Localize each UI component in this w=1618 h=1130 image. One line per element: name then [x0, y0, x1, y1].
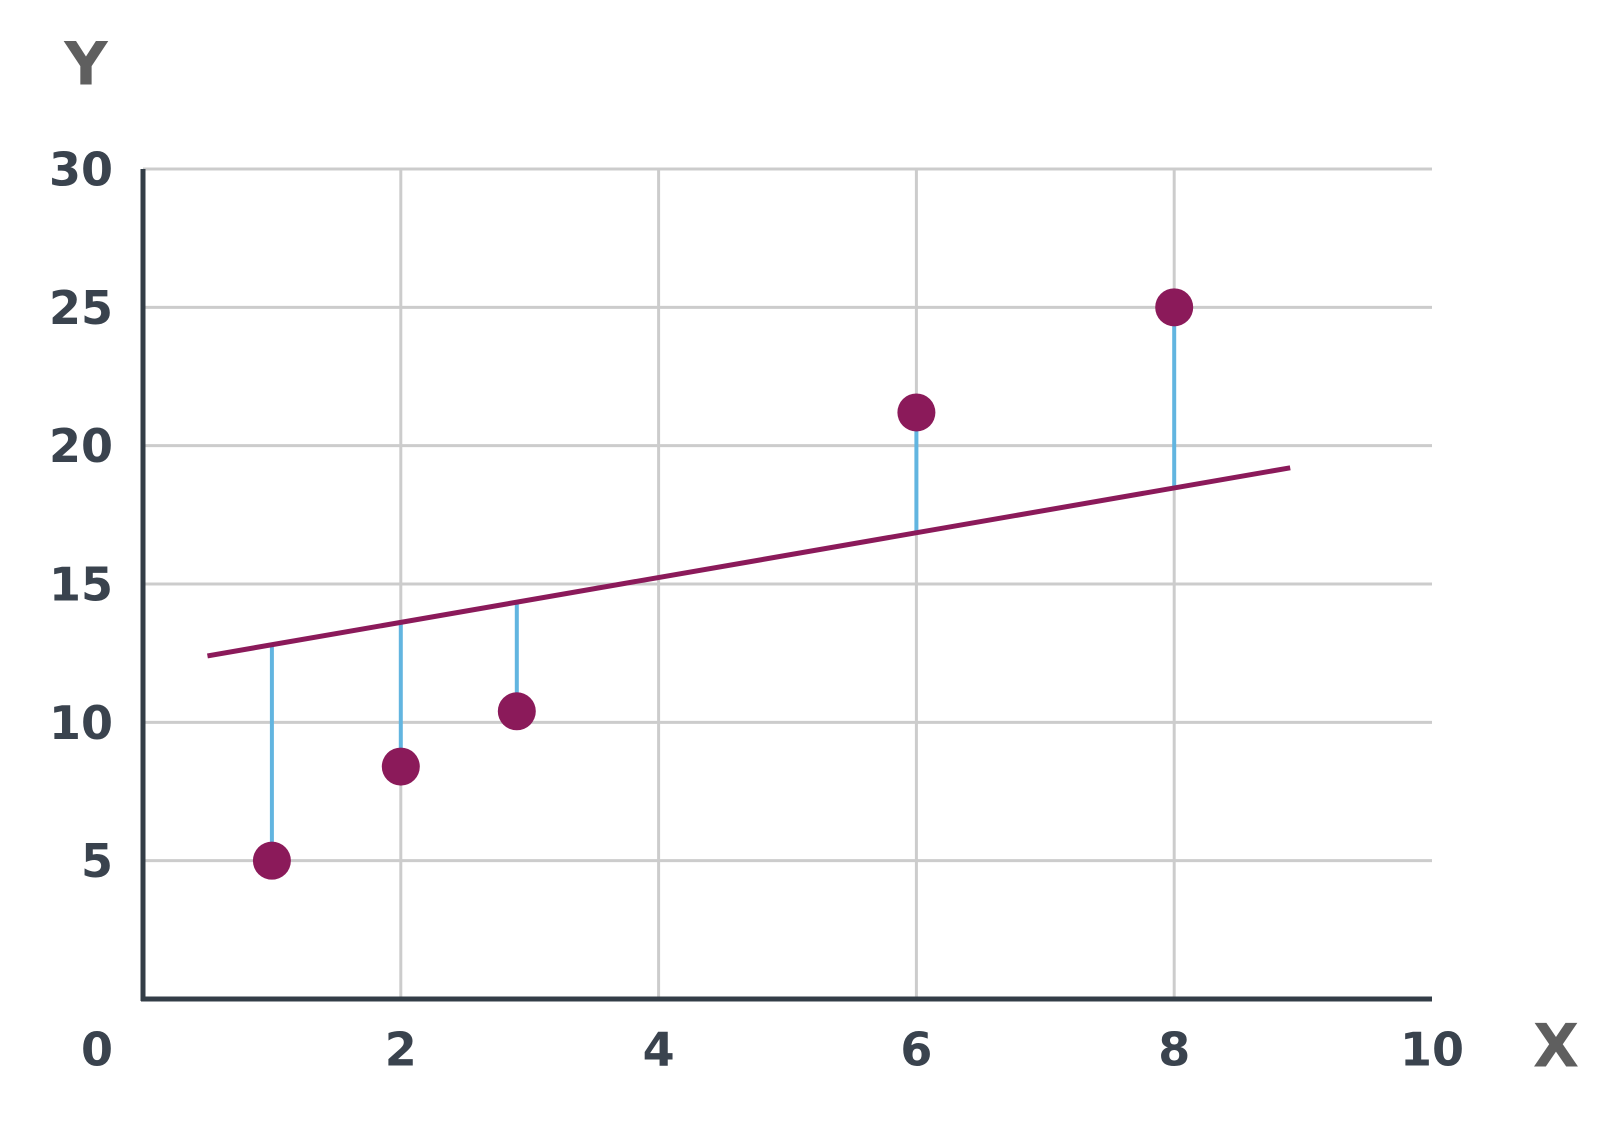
x-axis-title: X	[1533, 1012, 1579, 1082]
x-tick-label: 4	[643, 1023, 675, 1077]
data-point	[381, 747, 420, 786]
x-tick-label: 2	[385, 1023, 417, 1077]
data-point	[897, 393, 936, 432]
fit-line	[207, 465, 1291, 659]
x-tick-label: 0	[81, 1023, 113, 1077]
x-tick-label: 6	[900, 1023, 932, 1077]
y-tick-label: 10	[49, 696, 113, 750]
y-tick-label: 15	[49, 558, 113, 612]
y-axis-title: Y	[63, 30, 109, 100]
data-point	[1155, 288, 1194, 327]
y-tick-label: 25	[49, 281, 113, 335]
data-point	[497, 692, 536, 731]
y-tick-label: 20	[49, 419, 113, 473]
data-point	[252, 841, 291, 880]
x-tick-label: 8	[1158, 1023, 1190, 1077]
x-tick-label: 10	[1400, 1023, 1464, 1077]
y-tick-label: 30	[49, 143, 113, 197]
y-tick-label: 5	[81, 834, 113, 888]
